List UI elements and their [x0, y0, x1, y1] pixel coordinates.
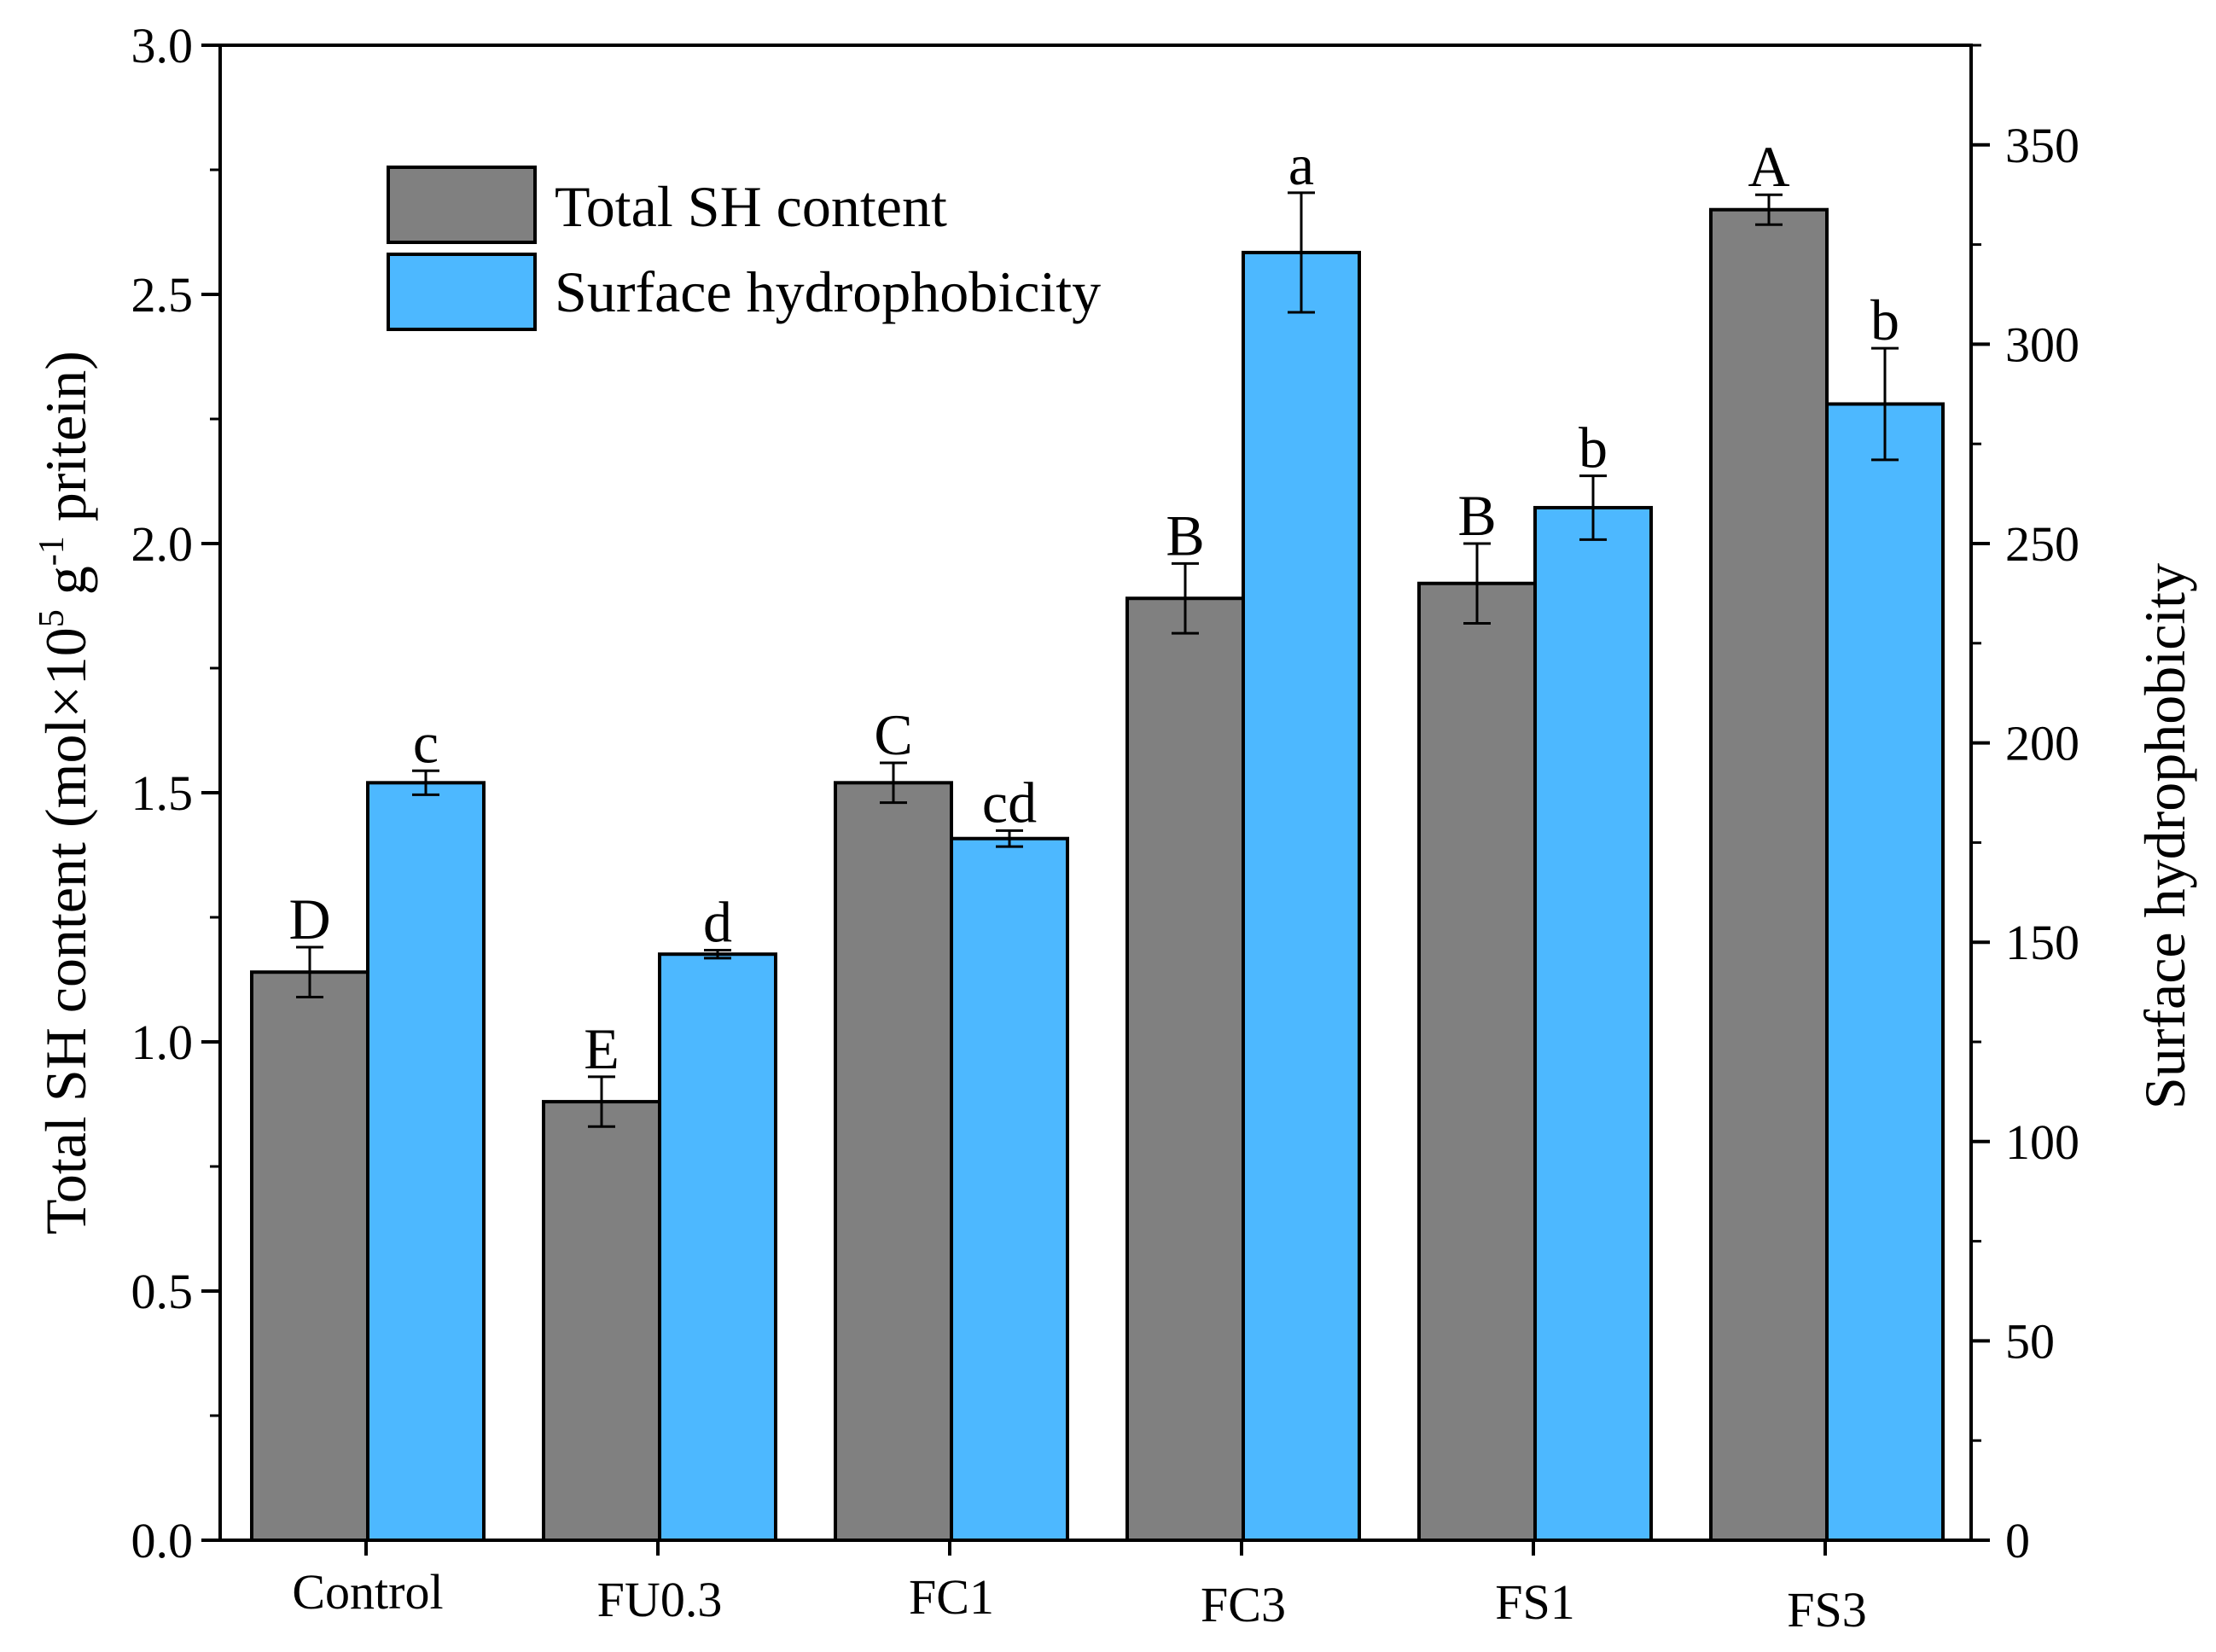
- left-axis-title-sup1: 5: [32, 609, 72, 627]
- significance-label-1-3: a: [1288, 132, 1314, 197]
- right-tick-label-1: 50: [2005, 1313, 2055, 1369]
- left-tick-label-1: 0.5: [131, 1264, 194, 1319]
- right-tick-label-7: 350: [2005, 118, 2079, 173]
- left-axis: 0.0 0.5 1.0 1.5 2.0 2.5 3.0: [131, 18, 220, 1568]
- bar-total-sh-2: [834, 781, 953, 1542]
- left-axis-title: Total SH content (mol×105 g-1 pritein): [32, 351, 98, 1235]
- x-tick-label-0: Control: [292, 1564, 443, 1620]
- x-tick-label-3: FC3: [1201, 1577, 1286, 1632]
- significance-label-1-1: d: [703, 890, 732, 955]
- left-axis-title-end: pritein): [33, 351, 98, 536]
- right-tick-label-6: 300: [2005, 317, 2079, 372]
- bar-total-sh-5: [1709, 207, 1829, 1543]
- significance-label-1-5: b: [1870, 288, 1899, 352]
- right-axis: 0 50 100 150 200 250 300 350: [1971, 44, 2079, 1568]
- right-tick-label-4: 200: [2005, 716, 2079, 771]
- x-tick-label-5: FS3: [1787, 1582, 1867, 1637]
- bar-total-sh-3: [1125, 596, 1245, 1542]
- significance-label-0-3: B: [1166, 503, 1204, 567]
- x-axis: Control FU0.3 FC1 FC3 FS1 FS3: [292, 1540, 1867, 1637]
- error-bars-layer: [296, 191, 1899, 1128]
- left-tick-label-5: 2.5: [131, 267, 194, 323]
- left-tick-label-6: 3.0: [131, 18, 194, 73]
- bar-surface-hydrophobicity-0: [366, 781, 486, 1542]
- left-tick-label-3: 1.5: [131, 765, 194, 821]
- right-tick-label-5: 250: [2005, 516, 2079, 572]
- x-tick-label-4: FS1: [1495, 1574, 1575, 1630]
- significance-label-0-2: C: [874, 702, 912, 767]
- bar-total-sh-0: [250, 970, 369, 1542]
- right-tick-label-0: 0: [2005, 1513, 2030, 1568]
- bar-surface-hydrophobicity-2: [950, 836, 1069, 1542]
- left-tick-label-2: 1.0: [131, 1015, 194, 1070]
- left-tick-label-0: 0.0: [131, 1513, 194, 1568]
- legend: Total SH content Surface hydrophobicity: [387, 166, 1101, 331]
- significance-label-0-5: A: [1748, 134, 1789, 199]
- x-tick-label-2: FC1: [909, 1569, 994, 1625]
- bar-surface-hydrophobicity-1: [658, 952, 777, 1542]
- significance-label-1-2: cd: [982, 770, 1037, 835]
- x-tick-label-1: FU0.3: [597, 1572, 723, 1627]
- significance-label-0-0: D: [288, 887, 330, 951]
- bar-surface-hydrophobicity-4: [1533, 505, 1653, 1542]
- bar-total-sh-4: [1417, 581, 1537, 1542]
- significance-label-1-0: c: [413, 710, 439, 775]
- right-axis-title: Surface hydrophobicity: [2132, 563, 2197, 1109]
- significance-label-0-4: B: [1457, 483, 1496, 548]
- legend-swatch-total-sh: [387, 166, 537, 244]
- right-tick-label-2: 100: [2005, 1114, 2079, 1170]
- left-axis-title-sup2: -1: [32, 536, 72, 566]
- legend-label-surface-hydrophobicity: Surface hydrophobicity: [555, 259, 1101, 324]
- left-tick-label-4: 2.0: [131, 516, 194, 572]
- legend-label-total-sh: Total SH content: [555, 174, 947, 239]
- bar-surface-hydrophobicity-3: [1242, 250, 1361, 1543]
- significance-label-0-1: E: [584, 1016, 619, 1081]
- right-tick-label-3: 150: [2005, 915, 2079, 970]
- left-axis-title-mid: g: [33, 566, 98, 609]
- bar-surface-hydrophobicity-5: [1825, 402, 1945, 1543]
- legend-swatch-surface-hydrophobicity: [387, 253, 537, 331]
- bars-layer: [250, 207, 1945, 1543]
- left-axis-title-main: Total SH content (mol×10: [33, 627, 98, 1235]
- bar-total-sh-1: [542, 1100, 661, 1542]
- significance-label-1-4: b: [1579, 416, 1608, 480]
- significance-labels-layer: Dc Ed Ccd Ba Bb Ab: [288, 132, 1899, 1081]
